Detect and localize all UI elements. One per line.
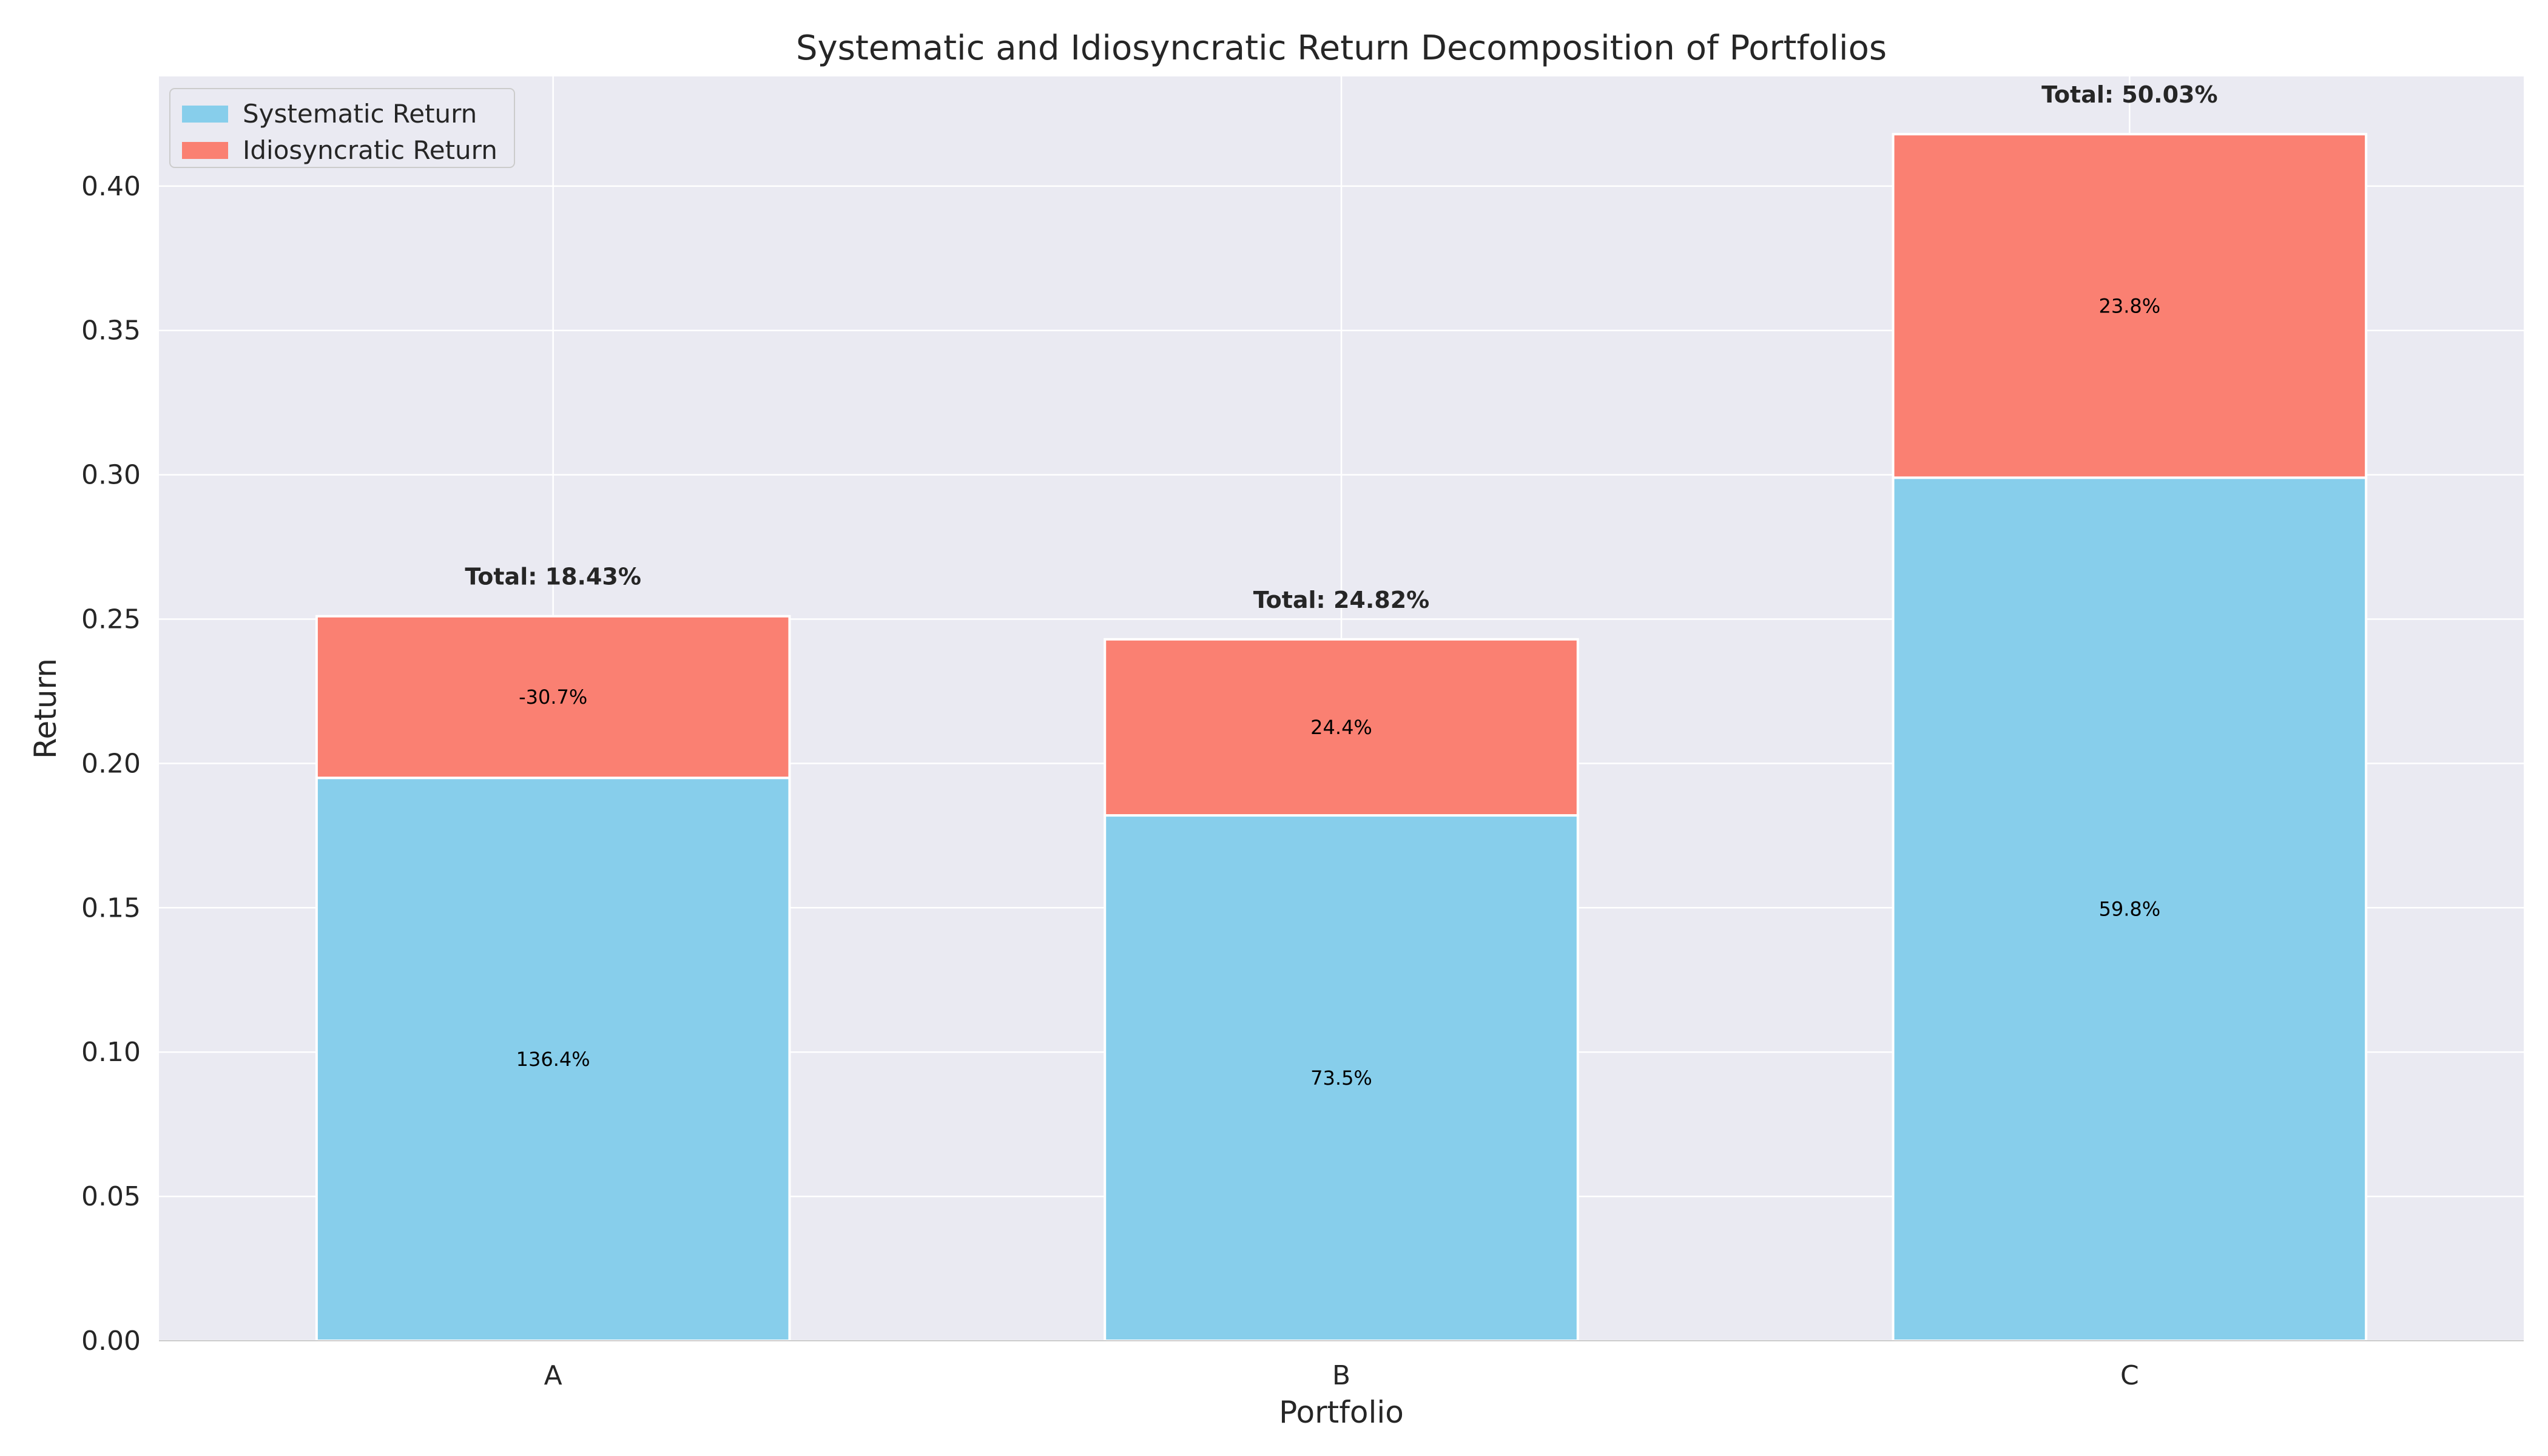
bar-labels: 136.4% 73.5% 59.8% -30.7% 24.4% 23.8% Total: 1… bbox=[465, 81, 2217, 1090]
legend-box bbox=[169, 88, 515, 168]
segment-label: 136.4% bbox=[516, 1048, 590, 1071]
idiosyncratic-bar bbox=[1104, 638, 1579, 817]
chart-title: Systematic and Idiosyncratic Return Deco… bbox=[796, 29, 1887, 68]
legend-swatch-idiosyncratic bbox=[182, 142, 228, 159]
legend: Systematic Return Idiosyncratic Return bbox=[169, 88, 515, 168]
y-tick-label: 0.40 bbox=[81, 171, 141, 202]
total-label: Total: 18.43% bbox=[465, 564, 641, 590]
x-tick-label: A bbox=[544, 1360, 562, 1391]
y-tick-label: 0.20 bbox=[81, 748, 141, 779]
y-tick-label: 0.35 bbox=[81, 315, 141, 346]
segment-label: -30.7% bbox=[519, 686, 587, 709]
axes: 0.00 0.05 0.10 0.15 0.20 0.25 0.30 0.35 0.40 A B C bbox=[81, 171, 2524, 1391]
x-tick-label: C bbox=[2120, 1360, 2139, 1391]
idiosyncratic-bar bbox=[315, 615, 791, 780]
systematic-bar bbox=[1892, 476, 2368, 1342]
total-label: Total: 24.82% bbox=[1253, 587, 1430, 613]
systematic-bar bbox=[315, 777, 791, 1342]
bars bbox=[315, 133, 2368, 1342]
systematic-bar bbox=[1104, 814, 1579, 1342]
y-tick-label: 0.00 bbox=[81, 1326, 141, 1357]
y-tick-label: 0.15 bbox=[81, 892, 141, 923]
idiosyncratic-bar bbox=[1892, 133, 2368, 479]
y-tick-label: 0.10 bbox=[81, 1037, 141, 1068]
legend-label-systematic: Systematic Return bbox=[243, 99, 477, 129]
segment-label: 73.5% bbox=[1310, 1067, 1372, 1090]
legend-label-idiosyncratic: Idiosyncratic Return bbox=[243, 135, 497, 165]
y-tick-label: 0.05 bbox=[81, 1181, 141, 1212]
segment-label: 24.4% bbox=[1310, 716, 1372, 739]
x-axis-label: Portfolio bbox=[1279, 1395, 1404, 1430]
legend-swatch-systematic bbox=[182, 106, 228, 123]
segment-label: 59.8% bbox=[2099, 898, 2161, 921]
y-tick-label: 0.30 bbox=[81, 460, 141, 491]
y-tick-label: 0.25 bbox=[81, 604, 141, 635]
x-tick-label: B bbox=[1332, 1360, 1350, 1391]
segment-label: 23.8% bbox=[2099, 294, 2161, 317]
total-label: Total: 50.03% bbox=[2041, 81, 2218, 108]
y-axis-label: Return bbox=[28, 658, 63, 759]
